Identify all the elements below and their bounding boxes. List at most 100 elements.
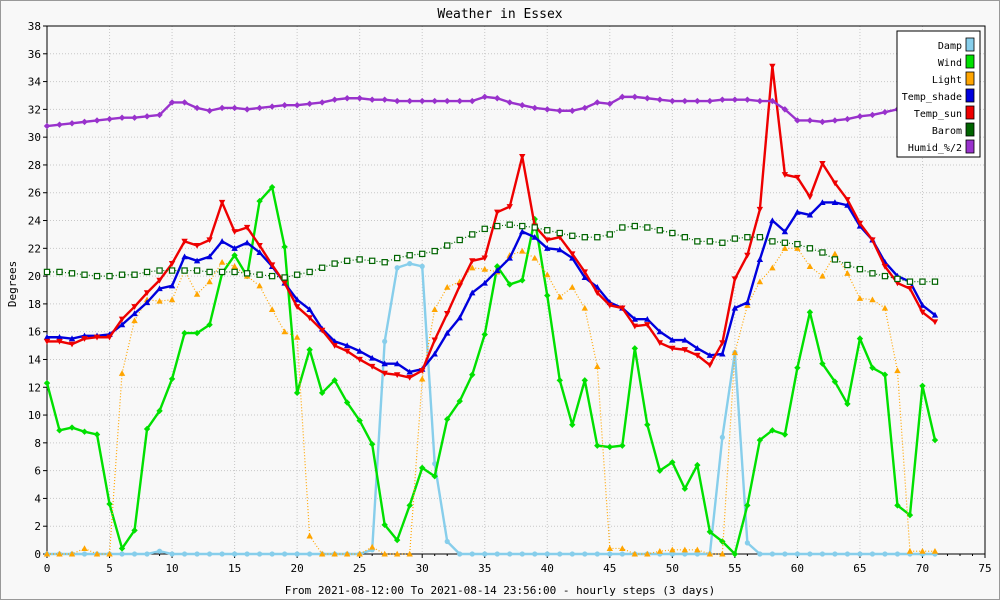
x-axis-label: From 2021-08-12:00 To 2021-08-14 23:56:0… [285,584,715,597]
data-point-temp-sun [744,252,751,259]
data-point-barom [481,225,488,233]
data-point-temp-sun [393,372,401,378]
data-point-damp [257,551,263,557]
data-point-wind [794,364,801,372]
y-tick-label: 38 [28,20,41,33]
data-point-barom [931,278,939,285]
data-point-wind [281,243,288,251]
data-point-barom [318,264,326,271]
data-point-barom [656,227,664,234]
data-point-temp-sun [469,258,476,265]
data-point-temp-sun [819,160,826,167]
legend-label-barom: Barom [932,126,962,137]
data-point-light [206,278,213,285]
data-point-wind [744,502,751,509]
data-point-wind [556,377,563,384]
data-point-humid-2 [131,114,138,121]
data-point-light [318,550,326,557]
data-point-humid-2 [494,95,501,102]
data-point-barom [193,267,201,274]
data-point-damp [507,551,513,557]
data-point-wind [456,397,463,405]
data-point-damp [119,551,125,557]
data-point-humid-2 [368,96,376,103]
data-point-wind [856,335,864,342]
y-tick-label: 36 [28,48,41,61]
data-point-barom [406,252,413,259]
data-point-damp [206,551,213,557]
data-point-light [519,247,526,254]
data-point-wind [669,459,676,466]
data-point-barom [506,221,513,228]
data-point-temp-sun [544,237,551,244]
data-point-temp-shade [68,335,76,342]
data-point-humid-2 [519,102,526,109]
data-point-light [293,334,301,340]
data-point-wind [231,252,238,259]
data-point-light [444,284,451,290]
data-point-humid-2 [106,115,113,123]
data-point-temp-shade [218,238,226,244]
data-point-wind [581,377,588,384]
data-point-temp-sun [218,199,226,206]
y-tick-label: 26 [28,187,41,200]
data-point-temp-sun [769,63,776,70]
series-humid-2 [43,93,939,130]
data-point-humid-2 [806,117,814,124]
data-point-barom [644,224,651,231]
data-point-barom [469,231,476,238]
data-point-damp [607,551,613,557]
y-axis-label: Degrees [6,261,19,307]
data-point-damp [169,551,175,557]
data-point-temp-sun [444,311,451,317]
data-point-light [381,550,388,557]
data-point-humid-2 [506,99,513,106]
y-tick-label: 28 [28,159,41,172]
x-tick-label: 20 [291,562,304,575]
data-point-damp [557,551,563,557]
data-point-humid-2 [781,106,789,113]
data-point-temp-shade [669,336,676,343]
data-point-barom [781,239,789,246]
data-point-light [719,550,726,557]
data-point-barom [81,271,88,278]
data-point-wind [831,378,839,385]
data-point-wind [756,436,764,444]
data-point-light [781,245,789,251]
data-point-temp-sun [694,352,701,359]
data-point-wind [819,360,826,367]
data-point-light [431,306,438,313]
data-point-temp-sun [256,242,263,249]
data-point-temp-shade [168,282,176,289]
x-tick-label: 25 [353,562,366,575]
y-tick-label: 24 [28,215,42,228]
data-point-light [869,296,876,303]
data-point-temp-shade [206,253,213,260]
data-point-temp-sun [481,255,488,262]
data-point-temp-sun [781,172,789,178]
data-point-light [343,550,351,557]
data-point-temp-shade [556,246,563,253]
data-point-light [906,548,914,554]
data-point-damp [494,551,500,557]
data-point-barom [168,267,176,274]
data-point-humid-2 [544,106,551,113]
data-point-humid-2 [256,104,263,112]
data-point-light [268,306,276,313]
data-point-barom [118,271,126,278]
data-point-temp-sun [806,194,814,201]
data-point-humid-2 [143,113,151,120]
series-line-light [47,247,935,555]
data-point-temp-shade [431,350,438,357]
data-point-temp-sun [669,345,676,352]
y-tick-label: 12 [28,381,41,394]
data-point-light [331,550,338,557]
data-point-humid-2 [181,99,188,106]
data-point-barom [881,272,889,280]
data-point-light [168,296,176,303]
data-point-barom [819,249,826,256]
data-point-temp-sun [181,238,188,245]
data-point-temp-shade [243,239,251,246]
x-tick-label: 15 [228,562,241,575]
data-point-light [931,548,939,554]
